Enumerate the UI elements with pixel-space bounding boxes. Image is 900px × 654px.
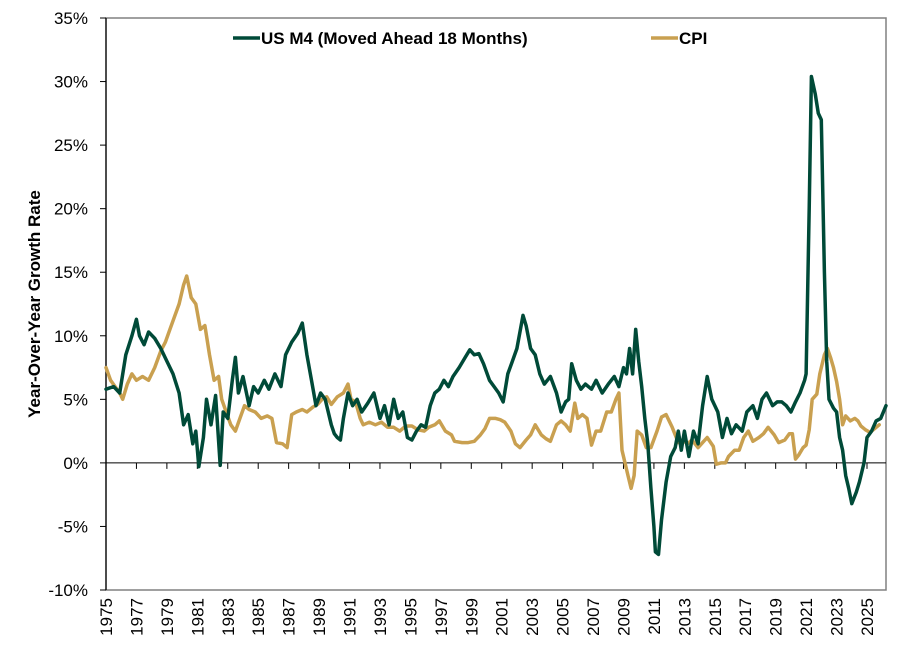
y-axis-title: Year-Over-Year Growth Rate bbox=[25, 190, 44, 418]
y-tick-label: 15% bbox=[54, 263, 88, 282]
series-line-us-m4 bbox=[104, 74, 888, 557]
y-tick-label: 10% bbox=[54, 327, 88, 346]
y-tick-label: -5% bbox=[58, 517, 88, 536]
x-tick-label: 1999 bbox=[462, 598, 481, 636]
x-tick-label: 2013 bbox=[675, 598, 694, 636]
y-tick-label: 25% bbox=[54, 136, 88, 155]
x-tick-label: 2017 bbox=[736, 598, 755, 636]
x-tick-label: 2015 bbox=[706, 598, 725, 636]
x-tick-label: 2003 bbox=[523, 598, 542, 636]
x-tick-label: 1989 bbox=[310, 598, 329, 636]
x-tick-label: 2009 bbox=[614, 598, 633, 636]
y-tick-label: 20% bbox=[54, 200, 88, 219]
x-tick-label: 2007 bbox=[584, 598, 603, 636]
x-tick-label: 1995 bbox=[401, 598, 420, 636]
y-tick-label: 30% bbox=[54, 73, 88, 92]
legend-label-cpi: CPI bbox=[679, 29, 707, 48]
x-tick-label: 1975 bbox=[97, 598, 116, 636]
series-line-cpi bbox=[104, 274, 881, 491]
y-tick-label: 35% bbox=[54, 9, 88, 28]
x-tick-label: 1997 bbox=[432, 598, 451, 636]
x-tick-label: 2023 bbox=[828, 598, 847, 636]
x-tick-label: 1993 bbox=[371, 598, 390, 636]
x-tick-label: 2005 bbox=[554, 598, 573, 636]
x-tick-label: 2011 bbox=[645, 598, 664, 635]
x-tick-label: 1977 bbox=[127, 598, 146, 636]
x-tick-label: 1979 bbox=[158, 598, 177, 636]
x-tick-label: 1983 bbox=[219, 598, 238, 636]
y-tick-label: 0% bbox=[63, 454, 88, 473]
y-tick-label: -10% bbox=[48, 581, 88, 600]
x-tick-label: 2001 bbox=[493, 598, 512, 636]
x-tick-label: 2025 bbox=[858, 598, 877, 636]
x-tick-label: 2019 bbox=[767, 598, 786, 636]
x-tick-label: 1981 bbox=[188, 598, 207, 636]
plot-frame bbox=[105, 17, 887, 591]
legend: US M4 (Moved Ahead 18 Months) CPI bbox=[233, 29, 707, 48]
legend-label-m4: US M4 (Moved Ahead 18 Months) bbox=[261, 29, 528, 48]
x-tick-label: 2021 bbox=[797, 598, 816, 636]
y-tick-label: 5% bbox=[63, 390, 88, 409]
x-tick-label: 1985 bbox=[249, 598, 268, 636]
x-tick-label: 1991 bbox=[341, 598, 360, 636]
x-tick-label: 1987 bbox=[280, 598, 299, 636]
